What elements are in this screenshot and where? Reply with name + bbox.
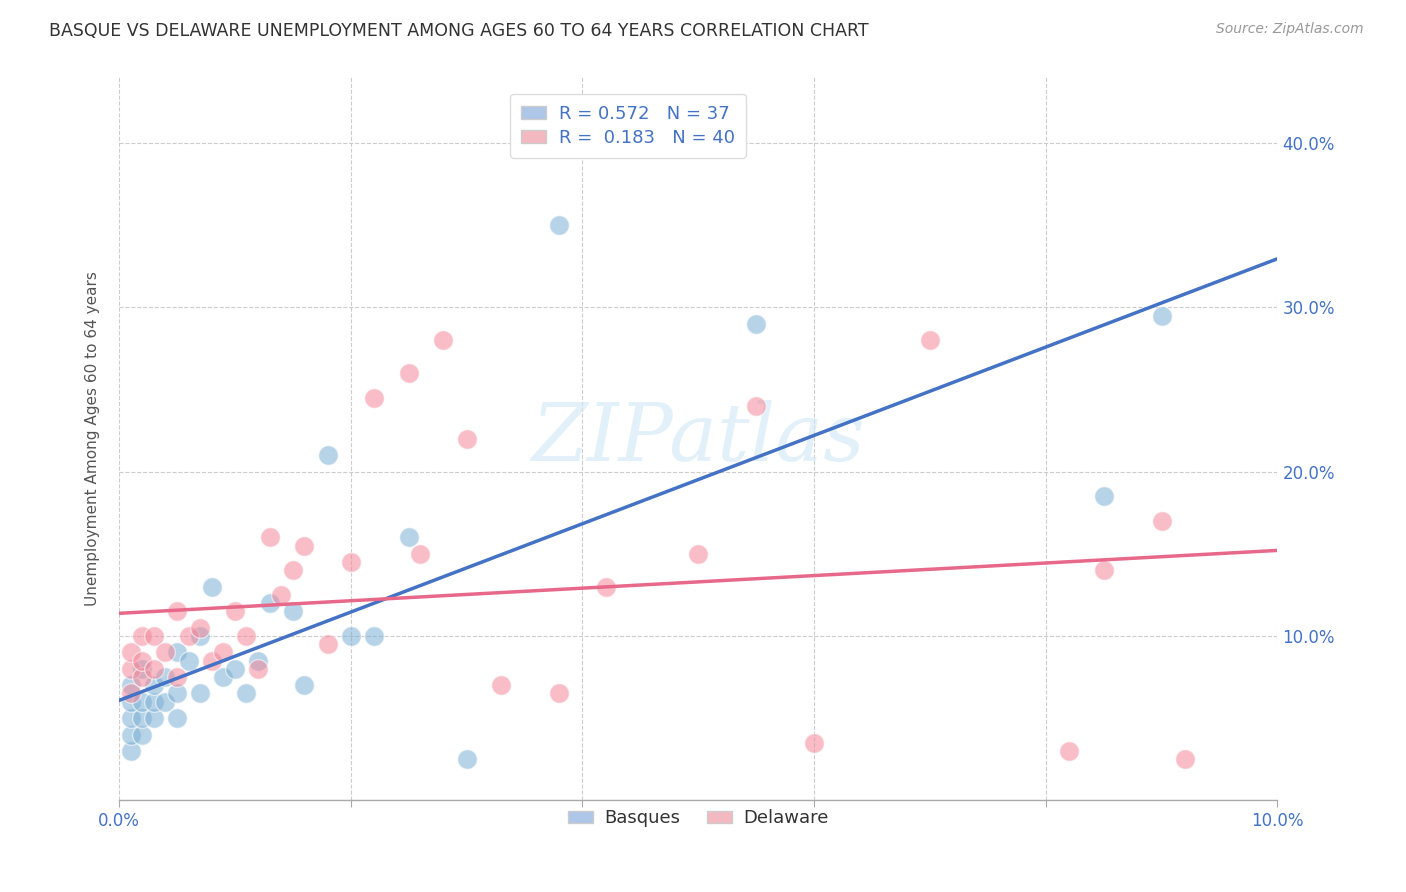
Point [142,678,165,692]
Point [201,580,224,594]
Point [235,686,257,700]
Point [120,727,142,741]
Point [131,629,153,643]
Point [131,711,153,725]
Point [166,604,188,618]
Point [1174,752,1197,766]
Point [259,530,281,544]
Point [259,596,281,610]
Point [270,588,292,602]
Point [120,678,142,692]
Point [409,547,432,561]
Point [155,645,177,659]
Point [745,399,768,413]
Point [142,695,165,709]
Point [803,736,825,750]
Point [131,727,153,741]
Point [120,744,142,758]
Point [131,654,153,668]
Point [212,645,235,659]
Point [212,670,235,684]
Point [398,530,420,544]
Point [281,604,304,618]
Point [247,654,270,668]
Point [188,686,211,700]
Point [548,219,571,233]
Point [120,662,142,676]
Point [131,670,153,684]
Point [1092,563,1115,577]
Point [1150,514,1173,528]
Point [155,670,177,684]
Point [166,711,188,725]
Text: Source: ZipAtlas.com: Source: ZipAtlas.com [1216,22,1364,37]
Y-axis label: Unemployment Among Ages 60 to 64 years: Unemployment Among Ages 60 to 64 years [86,271,100,607]
Point [155,695,177,709]
Point [120,695,142,709]
Point [188,621,211,635]
Point [548,686,571,700]
Point [1092,489,1115,503]
Point [363,629,385,643]
Point [363,391,385,405]
Point [224,662,246,676]
Point [120,686,142,700]
Point [142,662,165,676]
Legend: Basques, Delaware: Basques, Delaware [561,802,835,835]
Point [1150,309,1173,323]
Point [188,629,211,643]
Point [120,711,142,725]
Point [339,555,361,569]
Point [432,333,454,347]
Point [281,563,304,577]
Point [224,604,246,618]
Point [745,317,768,331]
Point [142,629,165,643]
Point [177,629,200,643]
Text: BASQUE VS DELAWARE UNEMPLOYMENT AMONG AGES 60 TO 64 YEARS CORRELATION CHART: BASQUE VS DELAWARE UNEMPLOYMENT AMONG AG… [49,22,869,40]
Point [688,547,710,561]
Point [247,662,270,676]
Point [595,580,617,594]
Point [339,629,361,643]
Point [131,695,153,709]
Point [120,645,142,659]
Point [491,678,513,692]
Point [292,678,315,692]
Point [177,654,200,668]
Point [201,654,224,668]
Point [1057,744,1080,758]
Point [456,432,478,446]
Point [918,333,941,347]
Point [166,645,188,659]
Point [131,662,153,676]
Point [235,629,257,643]
Point [316,637,339,651]
Point [166,670,188,684]
Point [316,448,339,462]
Point [142,711,165,725]
Point [398,366,420,380]
Point [456,752,478,766]
Point [166,686,188,700]
Text: ZIPatlas: ZIPatlas [531,401,865,477]
Point [292,539,315,553]
